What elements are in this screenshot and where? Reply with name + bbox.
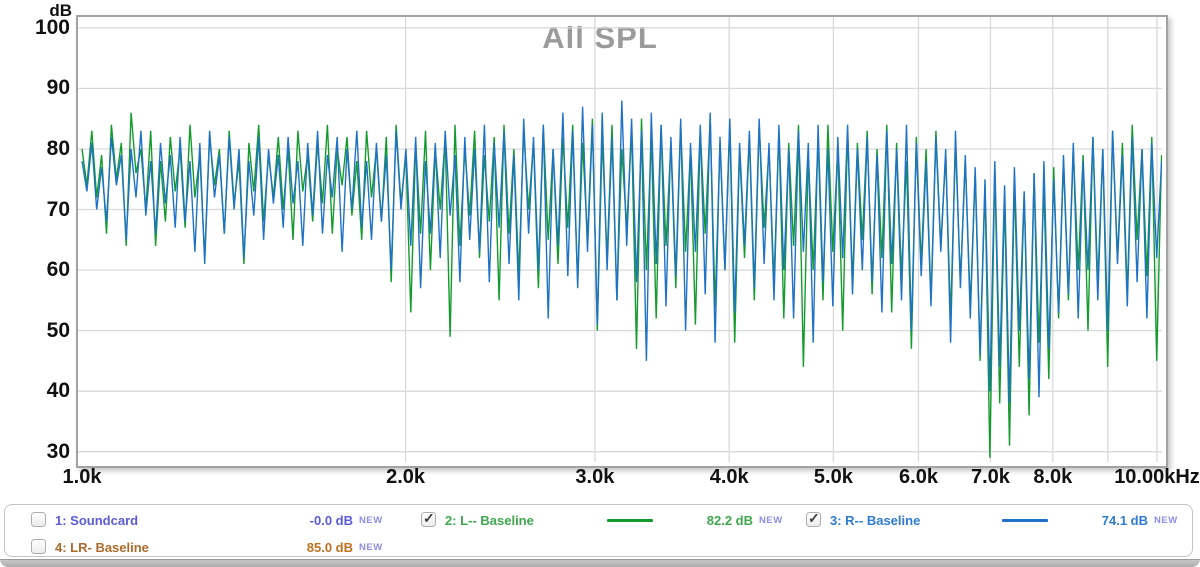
x-tick-label: 3.0k [575, 466, 615, 488]
legend-checkbox-left[interactable]: ✓ [421, 510, 436, 527]
plot-area[interactable]: All SPL [76, 15, 1168, 468]
legend-label: 3: R-- Baseline [830, 513, 921, 528]
legend-panel: ✓ 1: Soundcard -0.0 dB NEW ✓ 2: L-- Base… [4, 504, 1193, 557]
legend-label: 4: LR- Baseline [55, 540, 149, 555]
legend-label: 1: Soundcard [55, 513, 139, 528]
y-tick-label: 90 [46, 76, 70, 100]
legend-new-tag: NEW [1154, 515, 1178, 526]
spl-chart-canvas[interactable] [78, 17, 1162, 462]
legend-entry-soundcard[interactable]: ✓ 1: Soundcard -0.0 dB NEW [31, 512, 391, 528]
chart-title: All SPL [542, 20, 658, 55]
legend-checkbox-soundcard[interactable]: ✓ [31, 512, 46, 527]
y-tick-label: 80 [46, 136, 70, 160]
check-icon: ✓ [423, 510, 435, 526]
legend-value: 74.1 dB [1101, 513, 1148, 528]
x-tick-label: 6.0k [899, 466, 938, 488]
legend-new-tag: NEW [759, 515, 783, 526]
legend-label: 2: L-- Baseline [445, 513, 534, 528]
x-tick-label: 2.0k [386, 466, 426, 488]
y-tick-label: 100 [34, 15, 70, 39]
legend-entry-lr-baseline[interactable]: ✓ 4: LR- Baseline 85.0 dB NEW [31, 539, 391, 555]
legend-line-sample-blue [1002, 519, 1048, 522]
legend-new-tag: NEW [359, 542, 383, 553]
window-bottom-edge [0, 559, 1200, 567]
y-axis-unit-label: dB [49, 1, 72, 20]
spl-trace-left-green [81, 112, 1162, 458]
spl-trace-right-blue [81, 100, 1162, 404]
check-icon: ✓ [808, 510, 820, 526]
legend-new-tag: NEW [359, 515, 383, 526]
x-tick-label: 4.0k [709, 466, 749, 488]
y-tick-label: 70 [46, 197, 70, 221]
y-tick-label: 40 [46, 379, 70, 403]
legend-entry-right-baseline[interactable]: ✓ 3: R-- Baseline 74.1 dB NEW [806, 510, 1178, 528]
x-tick-label: 1.0k [62, 466, 102, 488]
legend-entry-left-baseline[interactable]: ✓ 2: L-- Baseline 82.2 dB NEW [421, 510, 791, 528]
y-tick-label: 60 [46, 258, 70, 282]
legend-value: 85.0 dB [306, 540, 353, 555]
x-tick-label: 8.0k [1033, 466, 1073, 488]
legend-value: -0.0 dB [309, 513, 353, 528]
x-tick-label: 5.0k [813, 466, 853, 488]
x-tick-label: 7.0k [971, 466, 1010, 488]
y-tick-label: 50 [46, 318, 70, 342]
legend-checkbox-right[interactable]: ✓ [806, 510, 821, 527]
legend-line-sample-green [607, 519, 653, 522]
legend-checkbox-lr[interactable]: ✓ [31, 539, 46, 554]
y-tick-label: 30 [46, 439, 70, 463]
legend-value: 82.2 dB [706, 513, 753, 528]
x-tick-label: 10.00kHz [1114, 466, 1200, 488]
